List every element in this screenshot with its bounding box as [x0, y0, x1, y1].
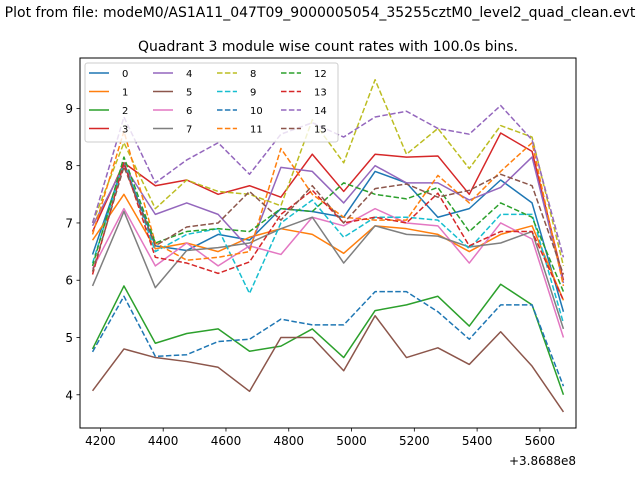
- x-tick-label: 4400: [148, 434, 179, 448]
- x-offset-label: +3.8688e8: [509, 454, 576, 468]
- y-tick-label: 4: [65, 388, 73, 402]
- legend-label-2: 2: [122, 106, 128, 117]
- legend-label-5: 5: [186, 87, 192, 98]
- series-line-4: [91, 156, 565, 284]
- legend-label-10: 10: [250, 106, 263, 117]
- x-tick-label: 4600: [211, 434, 242, 448]
- legend-label-12: 12: [314, 69, 327, 80]
- x-tick-label: 5200: [399, 434, 430, 448]
- figure-suptitle: Plot from file: modeM0/AS1A11_047T09_900…: [5, 5, 636, 21]
- series-line-15: [91, 166, 565, 275]
- legend-box: [84, 62, 339, 143]
- legend-label-6: 6: [186, 106, 192, 117]
- legend-label-0: 0: [122, 69, 128, 80]
- y-tick-label: 7: [65, 216, 73, 230]
- y-tick-label: 5: [65, 331, 73, 345]
- series-line-11: [91, 130, 565, 287]
- y-tick-label: 9: [65, 102, 73, 116]
- x-tick-label: 5600: [525, 434, 556, 448]
- series-layer: [91, 79, 565, 413]
- series-line-10: [91, 290, 565, 387]
- series-line-12: [91, 156, 565, 292]
- y-tick-label: 8: [65, 159, 73, 173]
- chart-title: Quadrant 3 module wise count rates with …: [138, 39, 518, 55]
- legend-label-13: 13: [314, 87, 327, 98]
- legend-label-11: 11: [250, 124, 263, 135]
- legend-label-1: 1: [122, 87, 128, 98]
- legend-label-8: 8: [250, 69, 256, 80]
- series-line-3: [91, 132, 565, 281]
- x-tick-label: 4200: [85, 434, 116, 448]
- x-tick-label: 5400: [462, 434, 493, 448]
- series-line-5: [91, 314, 565, 413]
- series-line-7: [91, 210, 565, 330]
- legend-label-7: 7: [186, 124, 192, 135]
- legend-label-9: 9: [250, 87, 256, 98]
- x-tick-label: 5000: [336, 434, 367, 448]
- x-tick-label: 4800: [273, 434, 304, 448]
- series-line-13: [91, 162, 565, 301]
- y-tick-label: 6: [65, 274, 73, 288]
- series-line-2: [91, 283, 565, 396]
- series-line-9: [91, 162, 565, 324]
- legend-label-14: 14: [314, 106, 327, 117]
- legend-label-3: 3: [122, 124, 128, 135]
- y-axis: 4 5 6 7 8 9: [65, 102, 80, 402]
- series-line-6: [91, 207, 565, 338]
- legend-label-15: 15: [314, 124, 327, 135]
- x-axis: 4200 4400 4600 4800 5000 5200 5400 5600: [85, 428, 555, 448]
- axes-frame: [79, 57, 577, 429]
- legend-label-4: 4: [186, 69, 192, 80]
